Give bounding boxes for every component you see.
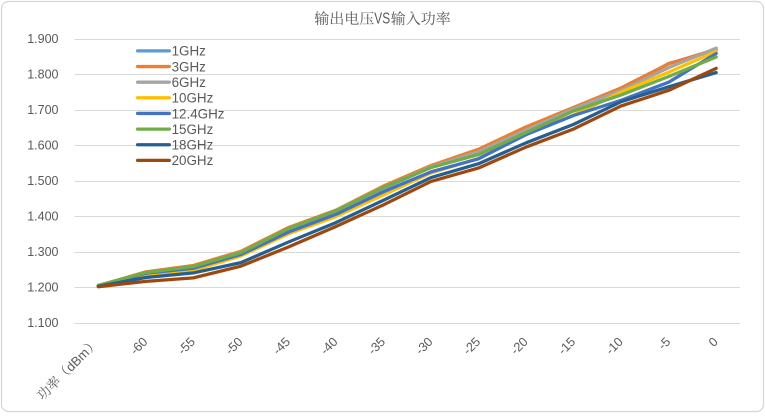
svg-text:10GHz: 10GHz: [172, 91, 214, 106]
svg-text:18GHz: 18GHz: [172, 138, 214, 153]
svg-text:15GHz: 15GHz: [172, 122, 214, 137]
svg-text:1.700: 1.700: [27, 103, 58, 117]
svg-text:12.4GHz: 12.4GHz: [172, 106, 225, 121]
svg-text:VS: VS: [374, 11, 390, 28]
svg-text:1.800: 1.800: [27, 68, 58, 82]
svg-text:1.500: 1.500: [27, 174, 58, 188]
svg-text:20GHz: 20GHz: [172, 153, 214, 168]
svg-text:3GHz: 3GHz: [172, 59, 207, 74]
svg-text:1.900: 1.900: [27, 32, 58, 46]
svg-text:1.100: 1.100: [27, 316, 58, 330]
svg-text:6GHz: 6GHz: [172, 75, 207, 90]
svg-text:1GHz: 1GHz: [172, 44, 207, 59]
svg-text:1.400: 1.400: [27, 209, 58, 223]
svg-text:1.200: 1.200: [27, 280, 58, 294]
svg-text:1.300: 1.300: [27, 245, 58, 259]
svg-text:1.600: 1.600: [27, 139, 58, 153]
